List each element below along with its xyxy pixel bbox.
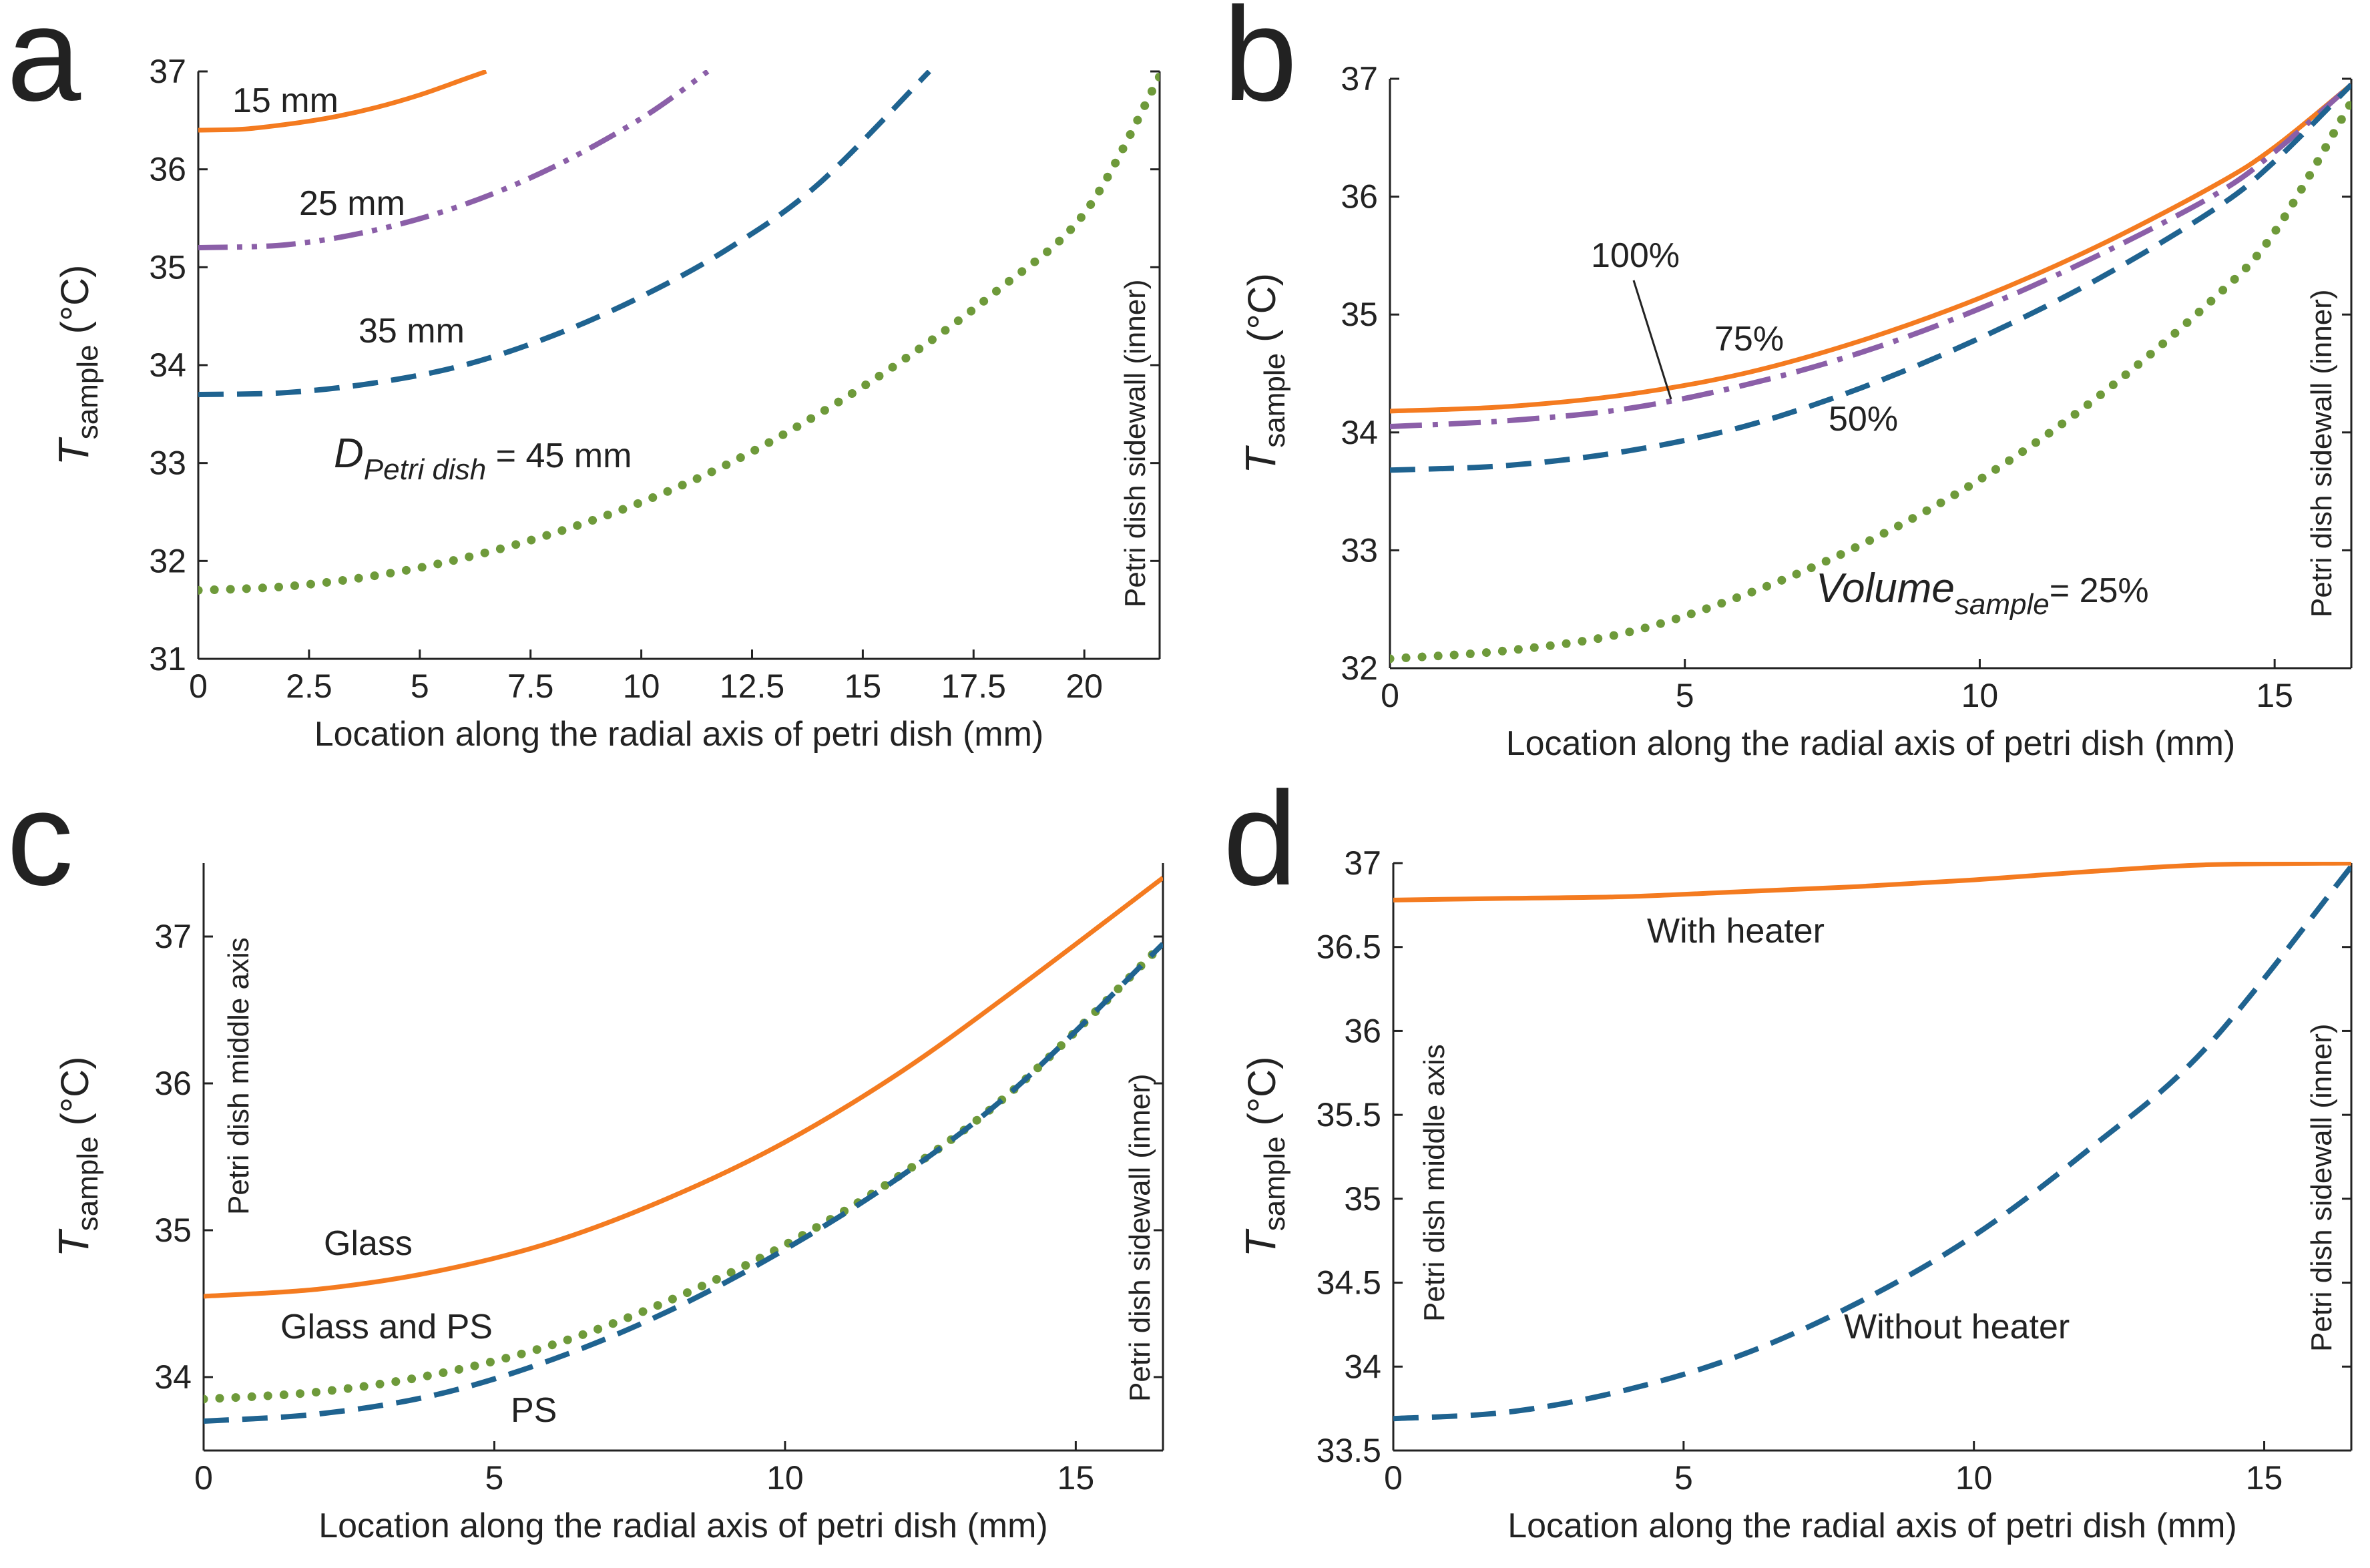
y-tick-label: 34 <box>154 1358 192 1396</box>
y-tick-label: 36 <box>1341 178 1378 216</box>
sidewall-label: Petri dish sidewall (inner) <box>1119 279 1152 607</box>
x-tick-label: 5 <box>411 668 429 705</box>
series-line-with-heater <box>1393 862 2351 902</box>
y-tick-label: 35 <box>149 248 186 286</box>
y-tick-label: 37 <box>1344 844 1381 882</box>
series-line-glass <box>204 876 1163 1299</box>
middle-axis-label: Petri dish middle axis <box>1418 1044 1451 1322</box>
panel-d: d 0 5 10 15 33.5 34 34.5 35 35.5 36 36.5 37 Location … <box>1223 764 2353 1545</box>
y-tick-label: 35.5 <box>1317 1096 1381 1133</box>
y-tick-label: 34 <box>1341 414 1378 451</box>
series-line-50- <box>1390 83 2351 473</box>
series-annotation: Glass and PS <box>280 1308 493 1346</box>
series-annotation: 25 mm <box>299 184 405 223</box>
y-tick-label: 33.5 <box>1317 1432 1381 1469</box>
y-tick-label: 35 <box>1344 1180 1381 1218</box>
series-line-glass-and-ps <box>204 939 1163 1404</box>
series-line-without-heater <box>1393 864 2351 1422</box>
series-line-15-mm <box>198 70 487 133</box>
x-tick-label: 17.5 <box>941 668 1006 705</box>
x-tick-label: 15 <box>1057 1459 1095 1497</box>
x-tick-label: 20 <box>1065 668 1103 705</box>
x-tick-label: 15 <box>2256 677 2293 714</box>
series-line-45-mm <box>198 71 1160 595</box>
series-line-75- <box>1390 82 2351 429</box>
y-tick-label: 37 <box>1341 60 1378 97</box>
x-tick-label: 5 <box>1676 677 1694 714</box>
panel-c: c 0 5 10 15 34 35 36 37 Location along the radial… <box>7 764 1164 1545</box>
y-tick-label: 36.5 <box>1317 929 1381 966</box>
x-tick-label: 5 <box>1674 1459 1693 1497</box>
y-axis-title: Tsample (°C) <box>49 265 104 466</box>
series-annotation: 15 mm <box>232 81 338 120</box>
y-tick-label: 32 <box>1341 649 1378 687</box>
x-tick-label: 0 <box>189 668 208 705</box>
x-tick-label: 7.5 <box>507 668 554 705</box>
y-tick-label: 36 <box>1344 1012 1381 1049</box>
series-line-35-mm <box>198 70 931 397</box>
panel-b: b 0 5 10 15 32 33 34 35 36 37 Location along the ra… <box>1223 0 2353 763</box>
y-axis-title: Tsample (°C) <box>1236 1057 1291 1258</box>
y-tick-label: 33 <box>1341 531 1378 569</box>
x-tick-label: 15 <box>2246 1459 2283 1497</box>
middle-axis-label: Petri dish middle axis <box>222 937 255 1215</box>
y-tick-label: 37 <box>154 918 192 955</box>
series-annotation: Volumesample= 25% <box>1816 565 2149 621</box>
series-annotation: DPetri dish = 45 mm <box>334 431 632 486</box>
series-line-ps <box>204 942 1163 1424</box>
y-tick-label: 36 <box>149 151 186 188</box>
y-tick-label: 34 <box>149 346 186 384</box>
x-axis-title: Location along the radial axis of petri … <box>1506 724 2236 763</box>
x-tick-label: 10 <box>1961 677 1999 714</box>
x-tick-label: 10 <box>1955 1459 1993 1497</box>
y-tick-label: 32 <box>149 542 186 579</box>
sidewall-label: Petri dish sidewall (inner) <box>2305 1023 2338 1352</box>
series-line-100- <box>1390 83 2351 414</box>
series-line-25- <box>1390 97 2351 664</box>
y-tick-label: 35 <box>1341 296 1378 333</box>
x-tick-label: 2.5 <box>286 668 332 705</box>
x-tick-label: 5 <box>485 1459 504 1497</box>
x-tick-label: 0 <box>194 1459 213 1497</box>
panel-letter: b <box>1223 0 1297 129</box>
y-tick-label: 33 <box>149 445 186 482</box>
y-axis-title: Tsample (°C) <box>1236 273 1291 474</box>
sidewall-label: Petri dish sidewall (inner) <box>2305 289 2338 617</box>
x-tick-label: 10 <box>623 668 660 705</box>
series-annotation: Without heater <box>1844 1308 2070 1346</box>
series-line-25-mm <box>198 70 710 250</box>
series-annotation: PS <box>511 1391 557 1430</box>
panel-letter: d <box>1223 764 1297 913</box>
x-tick-label: 0 <box>1384 1459 1403 1497</box>
series-annotation: 100% <box>1591 236 1680 275</box>
series-annotation: 75% <box>1714 320 1784 358</box>
panel-letter: c <box>7 764 73 913</box>
x-axis-title: Location along the radial axis of petri … <box>318 1507 1048 1545</box>
series-annotation: Glass <box>324 1224 413 1263</box>
x-axis-title: Location along the radial axis of petri … <box>1507 1507 2237 1545</box>
y-tick-label: 35 <box>154 1212 192 1249</box>
y-tick-label: 37 <box>149 53 186 90</box>
x-tick-label: 0 <box>1381 677 1399 714</box>
sidewall-label: Petri dish sidewall (inner) <box>1124 1073 1156 1402</box>
x-tick-label: 12.5 <box>720 668 784 705</box>
y-tick-label: 36 <box>154 1065 192 1102</box>
y-axis-title: Tsample (°C) <box>49 1057 104 1258</box>
panel-letter: a <box>7 0 81 129</box>
x-axis-title: Location along the radial axis of petri … <box>314 715 1044 754</box>
panel-a: a 0 2.5 5 7.5 10 12.5 15 17.5 20 31 32 33 34 35 36 37 Loc… <box>7 0 1161 754</box>
series-annotation: With heater <box>1647 912 1825 951</box>
series-annotation: 50% <box>1829 400 1898 439</box>
x-tick-label: 15 <box>845 668 882 705</box>
y-tick-label: 31 <box>149 640 186 678</box>
y-tick-label: 34.5 <box>1317 1264 1381 1302</box>
x-tick-label: 10 <box>766 1459 804 1497</box>
y-tick-label: 34 <box>1344 1348 1381 1385</box>
annotation-leader-line <box>1632 280 1672 400</box>
series-annotation: 35 mm <box>359 312 465 350</box>
